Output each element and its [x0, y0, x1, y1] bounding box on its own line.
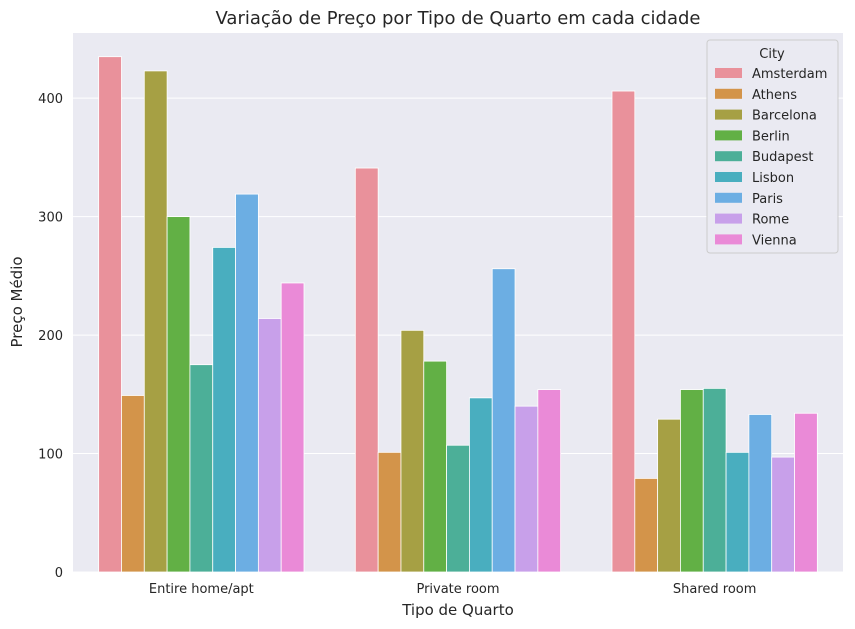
- bar-lisbon-0: [212, 247, 236, 573]
- bar-budapest-0: [189, 364, 214, 573]
- bar-rome-1: [514, 405, 539, 573]
- y-tick-label: 200: [38, 329, 63, 344]
- y-tick-label: 400: [38, 92, 63, 107]
- bar-berlin-0: [166, 216, 191, 573]
- y-ticks: 0 100 200 300 400: [38, 92, 63, 581]
- bar-athens-1: [377, 451, 402, 573]
- bar-barcelona-2: [657, 418, 681, 573]
- bar-rome-2: [771, 456, 795, 573]
- x-axis-label: Tipo de Quarto: [401, 601, 514, 619]
- x-tick-label: Shared room: [673, 582, 757, 597]
- bar-lisbon-1: [469, 397, 493, 573]
- bar-rome-0: [257, 318, 282, 573]
- y-tick-label: 100: [38, 448, 63, 463]
- x-tick-label: Private room: [416, 582, 499, 597]
- y-axis-label: Preço Médio: [8, 256, 26, 347]
- bar-vienna-0: [280, 282, 305, 573]
- legend-label-lisbon: Lisbon: [752, 171, 794, 186]
- legend-label-berlin: Berlin: [752, 129, 790, 144]
- chart-title: Variação de Preço por Tipo de Quarto em …: [216, 8, 701, 29]
- bar-athens-0: [121, 395, 145, 573]
- bar-vienna-2: [794, 412, 818, 573]
- y-tick-label: 0: [55, 566, 63, 581]
- legend-swatch-athens: [715, 88, 742, 99]
- x-tick-label: Entire home/apt: [149, 582, 254, 597]
- legend-label-amsterdam: Amsterdam: [752, 67, 827, 82]
- legend-label-barcelona: Barcelona: [752, 109, 817, 124]
- legend-swatch-barcelona: [715, 109, 742, 120]
- bar-vienna-1: [537, 389, 562, 573]
- bar-berlin-1: [423, 360, 447, 573]
- bar-barcelona-0: [143, 70, 168, 573]
- bar-berlin-2: [680, 389, 704, 573]
- bar-barcelona-1: [400, 329, 425, 573]
- bar-amsterdam-2: [611, 90, 636, 573]
- legend-swatch-vienna: [715, 234, 742, 245]
- bar-paris-1: [491, 268, 516, 573]
- legend-swatch-lisbon: [715, 172, 742, 182]
- y-tick-label: 300: [38, 211, 63, 226]
- bar-athens-2: [634, 478, 659, 573]
- legend-swatch-budapest: [715, 151, 742, 162]
- bar-amsterdam-1: [354, 167, 379, 573]
- legend-label-paris: Paris: [752, 192, 783, 207]
- bar-budapest-2: [702, 387, 727, 573]
- legend-label-athens: Athens: [752, 88, 797, 103]
- legend-swatch-berlin: [715, 130, 742, 141]
- legend-swatch-paris: [715, 192, 742, 203]
- legend-swatch-rome: [715, 213, 742, 224]
- legend-label-budapest: Budapest: [752, 150, 814, 165]
- legend-swatch-amsterdam: [715, 68, 742, 78]
- bars: [98, 56, 818, 573]
- legend-title: City: [759, 47, 785, 62]
- bar-paris-2: [748, 414, 773, 573]
- x-ticks: Entire home/apt Private room Shared room: [149, 582, 757, 597]
- legend-label-rome: Rome: [752, 213, 789, 228]
- legend: City Amsterdam Athens Barcelona Berlin Budap…: [706, 39, 839, 254]
- bar-budapest-1: [446, 444, 470, 573]
- legend-label-vienna: Vienna: [752, 233, 797, 248]
- bar-amsterdam-0: [98, 56, 122, 573]
- bar-paris-0: [235, 193, 259, 573]
- bar-lisbon-2: [725, 451, 750, 573]
